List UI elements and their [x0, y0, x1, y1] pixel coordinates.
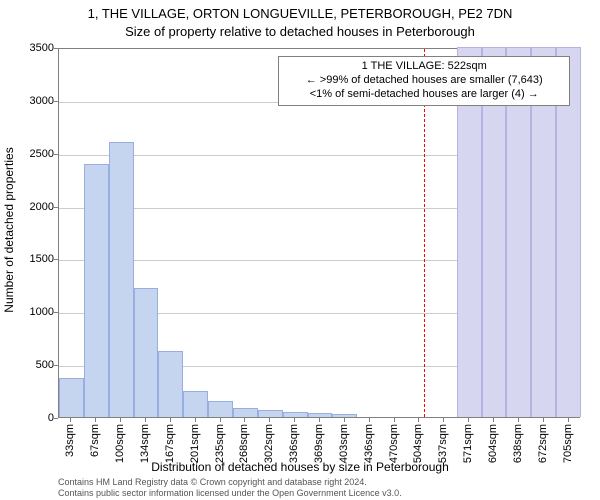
- x-tick-mark: [244, 418, 245, 422]
- x-tick-label: 571sqm: [462, 424, 474, 463]
- x-tick-mark: [70, 418, 71, 422]
- y-tick-label: 1500: [14, 253, 54, 265]
- y-tick-label: 2000: [14, 201, 54, 213]
- x-tick-mark: [518, 418, 519, 422]
- x-tick-label: 100sqm: [114, 424, 126, 463]
- x-tick-label: 33sqm: [64, 424, 76, 457]
- plot-area: 1 THE VILLAGE: 522sqm ← >99% of detached…: [58, 48, 580, 418]
- y-tick-label: 3500: [14, 42, 54, 54]
- x-tick-mark: [170, 418, 171, 422]
- footer-line-1: Contains HM Land Registry data © Crown c…: [58, 477, 402, 487]
- x-tick-mark: [195, 418, 196, 422]
- histogram-bar: [332, 414, 357, 417]
- y-tick-label: 0: [14, 412, 54, 424]
- y-tick-mark: [54, 154, 58, 155]
- x-tick-mark: [319, 418, 320, 422]
- y-tick-mark: [54, 365, 58, 366]
- histogram-bar: [134, 288, 159, 417]
- x-tick-mark: [95, 418, 96, 422]
- x-tick-mark: [468, 418, 469, 422]
- histogram-bar: [59, 378, 84, 417]
- annotation-box: 1 THE VILLAGE: 522sqm ← >99% of detached…: [278, 56, 570, 105]
- x-tick-mark: [394, 418, 395, 422]
- x-tick-label: 302sqm: [263, 424, 275, 463]
- x-tick-mark: [443, 418, 444, 422]
- x-tick-label: 705sqm: [562, 424, 574, 463]
- histogram-bar: [158, 351, 183, 417]
- y-axis-label: Number of detached properties: [2, 147, 16, 312]
- x-tick-label: 336sqm: [288, 424, 300, 463]
- x-tick-label: 167sqm: [164, 424, 176, 463]
- x-tick-label: 235sqm: [214, 424, 226, 463]
- x-tick-label: 470sqm: [388, 424, 400, 463]
- x-tick-mark: [568, 418, 569, 422]
- x-tick-label: 604sqm: [487, 424, 499, 463]
- x-tick-mark: [269, 418, 270, 422]
- y-tick-label: 1000: [14, 306, 54, 318]
- histogram-bar: [283, 412, 308, 417]
- x-tick-mark: [369, 418, 370, 422]
- x-tick-label: 134sqm: [139, 424, 151, 463]
- x-tick-mark: [120, 418, 121, 422]
- x-tick-label: 436sqm: [363, 424, 375, 463]
- x-tick-label: 672sqm: [537, 424, 549, 463]
- y-tick-mark: [54, 48, 58, 49]
- x-tick-label: 403sqm: [338, 424, 350, 463]
- y-tick-mark: [54, 418, 58, 419]
- x-tick-mark: [145, 418, 146, 422]
- footer-line-2: Contains public sector information licen…: [58, 488, 402, 498]
- histogram-bar: [109, 142, 134, 417]
- histogram-bar: [233, 408, 258, 418]
- y-tick-label: 2500: [14, 148, 54, 160]
- y-tick-label: 500: [14, 359, 54, 371]
- annotation-line-3: <1% of semi-detached houses are larger (…: [285, 88, 563, 102]
- x-tick-label: 369sqm: [313, 424, 325, 463]
- x-tick-mark: [344, 418, 345, 422]
- x-tick-label: 67sqm: [89, 424, 101, 457]
- annotation-line-2: ← >99% of detached houses are smaller (7…: [285, 74, 563, 88]
- y-tick-mark: [54, 101, 58, 102]
- y-tick-mark: [54, 207, 58, 208]
- x-tick-mark: [418, 418, 419, 422]
- histogram-bar: [208, 401, 233, 417]
- histogram-bar: [308, 413, 333, 417]
- x-axis-label: Distribution of detached houses by size …: [0, 460, 600, 474]
- y-tick-label: 3000: [14, 95, 54, 107]
- x-tick-mark: [294, 418, 295, 422]
- histogram-bar: [183, 391, 208, 417]
- x-tick-label: 201sqm: [189, 424, 201, 463]
- x-tick-mark: [220, 418, 221, 422]
- annotation-line-1: 1 THE VILLAGE: 522sqm: [285, 60, 563, 74]
- y-tick-mark: [54, 312, 58, 313]
- chart-title-main: 1, THE VILLAGE, ORTON LONGUEVILLE, PETER…: [0, 6, 600, 21]
- x-tick-label: 268sqm: [238, 424, 250, 463]
- x-tick-label: 638sqm: [512, 424, 524, 463]
- x-tick-label: 537sqm: [437, 424, 449, 463]
- y-tick-mark: [54, 259, 58, 260]
- x-tick-label: 504sqm: [412, 424, 424, 463]
- histogram-bar: [84, 164, 109, 417]
- x-tick-mark: [493, 418, 494, 422]
- x-tick-mark: [543, 418, 544, 422]
- chart-title-sub: Size of property relative to detached ho…: [0, 24, 600, 39]
- footer-attribution: Contains HM Land Registry data © Crown c…: [58, 477, 402, 498]
- histogram-bar: [258, 410, 283, 417]
